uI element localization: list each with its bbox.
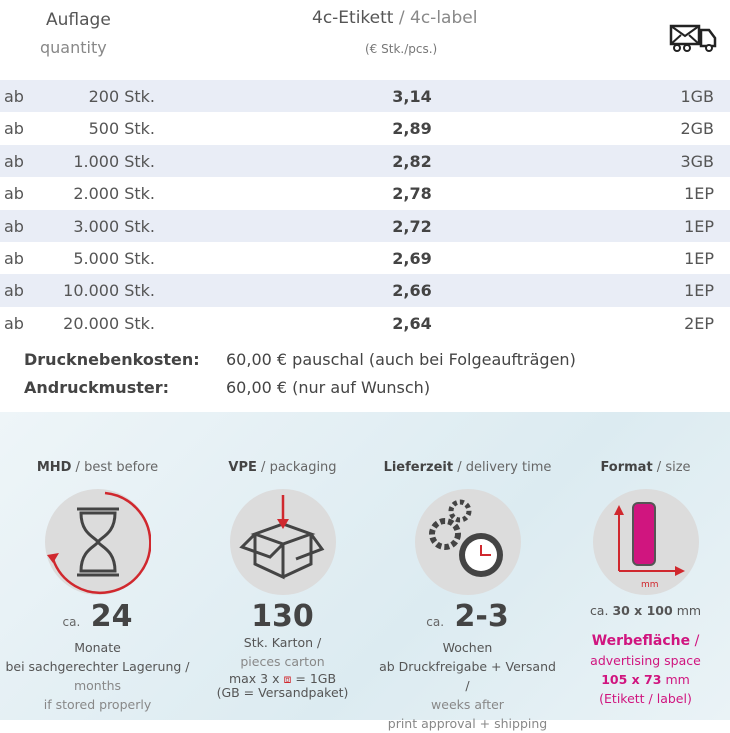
info-title: MHD / best before [36, 460, 159, 475]
extra-label: Drucknebenkosten: [24, 350, 200, 369]
info-value: 130 [251, 599, 314, 634]
info-line: 105 x 73 mm [601, 672, 690, 687]
info-line: advertising space [590, 653, 701, 668]
info-packaging: VPE / packaging 130 Stk. Karton / pieces… [190, 412, 375, 700]
shipping-unit: 2EP [684, 313, 714, 333]
box-icon [229, 489, 336, 595]
price: 2,78 [392, 184, 432, 204]
info-line: Monate [74, 640, 121, 655]
quantity: 2.000 Stk. [73, 184, 155, 204]
shipping-unit: 1GB [680, 87, 714, 106]
quantity-heading: Auflage [46, 10, 111, 30]
info-line: Wochen [442, 640, 493, 655]
quantity-heading-en: quantity [40, 38, 107, 57]
info-title: Lieferzeit / delivery time [383, 460, 552, 475]
extra-value: 60,00 € (nur auf Wunsch) [226, 378, 431, 397]
extra-cost-proof: Andruckmuster: 60,00 € (nur auf Wunsch) [24, 378, 430, 397]
prefix: ab [4, 313, 24, 333]
price: 2,72 [392, 216, 432, 236]
info-value: ca. 2-3 [426, 599, 509, 634]
info-line: months [73, 678, 122, 693]
product-heading: 4c-Etikett / 4c-label [312, 8, 478, 28]
table-header: Auflage quantity 4c-Etikett / 4c-label (… [0, 0, 730, 78]
hourglass-icon [44, 489, 151, 595]
info-format: Format / size mm ca. 30 x 100 mm Werbefl… [553, 412, 730, 708]
info-title: VPE / packaging [228, 460, 337, 475]
quantity: 5.000 Stk. [73, 248, 155, 268]
info-best-before: MHD / best before ca. 24 Monate bei sach… [5, 412, 190, 714]
prefix: ab [4, 151, 24, 171]
price: 2,66 [392, 281, 432, 301]
table-row: ab 5.000 Stk. 2,69 1EP [0, 242, 730, 274]
gears-clock-icon [414, 489, 521, 595]
info-delivery: Lieferzeit / delivery time ca. 2-3 Woche… [375, 412, 560, 733]
label-size-icon: mm [592, 489, 699, 595]
info-line: pieces carton [240, 654, 325, 669]
price-table: ab 200 Stk. 3,14 1GB ab 500 Stk. 2,89 2GB ab 1.… [0, 80, 730, 339]
info-line: Werbefläche / [591, 633, 700, 649]
table-row: ab 2.000 Stk. 2,78 1EP [0, 177, 730, 209]
info-line: bei sachgerechter Lagerung / [5, 659, 190, 674]
quantity: 200 Stk. [88, 87, 155, 106]
shipping-unit: 1EP [684, 216, 714, 236]
table-row: ab 200 Stk. 3,14 1GB [0, 80, 730, 113]
price: 2,69 [392, 248, 432, 268]
product-en: 4c-label [410, 8, 478, 28]
quantity: 1.000 Stk. [73, 151, 155, 171]
shipping-unit: 1EP [684, 281, 714, 301]
info-line: (GB = Versandpaket) [216, 685, 349, 700]
shipping-unit: 1EP [684, 248, 714, 268]
product-de: 4c-Etikett [312, 8, 394, 28]
extra-value: 60,00 € pauschal (auch bei Folgeaufträge… [226, 350, 576, 369]
mail-truck-icon [669, 24, 717, 52]
info-line: Stk. Karton / [243, 635, 322, 650]
table-row: ab 500 Stk. 2,89 2GB [0, 112, 730, 144]
prefix: ab [4, 216, 24, 236]
quantity: 10.000 Stk. [63, 281, 155, 301]
price: 2,64 [392, 313, 432, 333]
shipping-unit: 1EP [684, 184, 714, 204]
info-line: max 3 x ⧈ = 1GB [228, 671, 337, 686]
table-row: ab 20.000 Stk. 2,64 2EP [0, 307, 730, 339]
info-panel: MHD / best before ca. 24 Monate bei sach… [0, 412, 730, 731]
prefix: ab [4, 119, 24, 139]
small-box-icon: ⧈ [283, 671, 292, 686]
info-value: ca. 24 [62, 599, 133, 634]
info-title: Format / size [600, 460, 691, 475]
table-row: ab 1.000 Stk. 2,82 3GB [0, 144, 730, 178]
prefix: ab [4, 87, 24, 106]
shipping-unit: 3GB [680, 151, 714, 171]
extra-cost-print: Drucknebenkosten: 60,00 € pauschal (auch … [24, 350, 576, 369]
info-line: if stored properly [43, 697, 152, 712]
info-line: print approval + shipping [387, 716, 548, 731]
info-line: ab Druckfreigabe + Versand / [379, 659, 556, 693]
table-row: ab 3.000 Stk. 2,72 1EP [0, 209, 730, 242]
price: 3,14 [392, 87, 432, 106]
price: 2,89 [392, 119, 432, 139]
svg-text:mm: mm [641, 580, 659, 590]
price: 2,82 [392, 151, 432, 171]
table-row: ab 10.000 Stk. 2,66 1EP [0, 274, 730, 307]
unit-label: (€ Stk./pcs.) [365, 42, 438, 56]
info-size: ca. 30 x 100 mm [589, 603, 702, 618]
prefix: ab [4, 184, 24, 204]
quantity: 500 Stk. [88, 119, 155, 139]
prefix: ab [4, 248, 24, 268]
info-line: weeks after [431, 697, 504, 712]
prefix: ab [4, 281, 24, 301]
quantity: 3.000 Stk. [73, 216, 155, 236]
info-line: (Etikett / label) [599, 691, 692, 706]
extra-label: Andruckmuster: [24, 378, 170, 397]
shipping-unit: 2GB [680, 119, 714, 139]
quantity: 20.000 Stk. [63, 313, 155, 333]
